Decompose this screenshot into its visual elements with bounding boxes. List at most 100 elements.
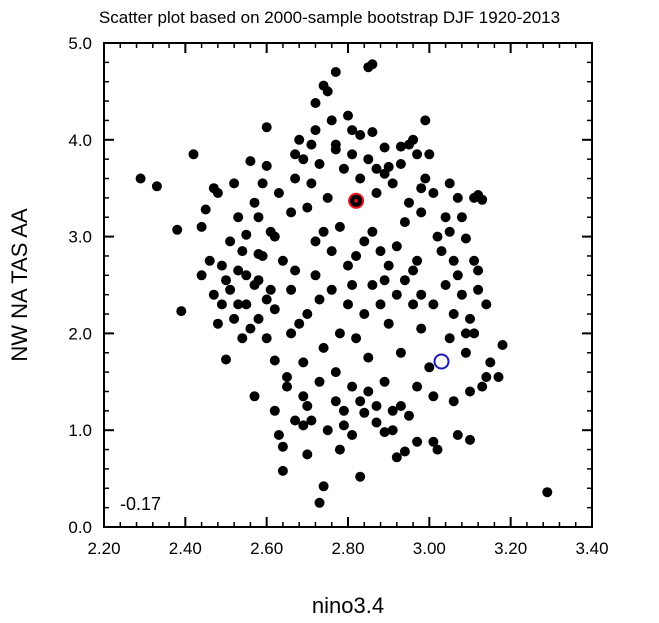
x-tick-label: 3.40 xyxy=(575,539,608,558)
scatter-point xyxy=(444,333,455,344)
scatter-point xyxy=(481,299,492,310)
scatter-point xyxy=(253,313,264,324)
scatter-point xyxy=(456,212,467,223)
scatter-point xyxy=(371,417,382,428)
y-tick-label: 3.0 xyxy=(68,228,92,247)
scatter-point xyxy=(343,299,353,310)
scatter-point xyxy=(395,159,406,169)
scatter-point xyxy=(473,284,484,295)
scatter-point xyxy=(420,115,431,126)
scatter-point xyxy=(481,372,492,382)
scatter-point xyxy=(216,299,227,310)
scatter-point xyxy=(233,265,244,276)
scatter-point xyxy=(428,299,439,310)
scatter-point xyxy=(212,188,223,198)
scatter-point xyxy=(314,497,325,508)
scatter-point xyxy=(465,386,475,397)
x-tick-label: 2.80 xyxy=(331,539,364,558)
scatter-point xyxy=(294,318,305,329)
scatter-point xyxy=(245,156,256,167)
scatter-point xyxy=(322,86,333,97)
scatter-point xyxy=(469,328,480,339)
scatter-point xyxy=(399,217,410,228)
correlation-annotation: -0.17 xyxy=(120,494,161,514)
scatter-point xyxy=(269,304,280,315)
scatter-point xyxy=(412,381,423,392)
scatter-point xyxy=(412,436,423,447)
scatter-point xyxy=(379,142,390,153)
scatter-point xyxy=(460,347,471,358)
scatter-point xyxy=(322,425,333,436)
scatter-point xyxy=(371,401,382,411)
scatter-point xyxy=(314,159,325,169)
scatter-point xyxy=(241,229,252,240)
scatter-point xyxy=(314,376,325,387)
scatter-point xyxy=(412,149,423,160)
scatter-point xyxy=(347,381,358,392)
scatter-point xyxy=(412,255,423,266)
scatter-point xyxy=(383,260,394,271)
scatter-point xyxy=(302,449,313,460)
y-tick-label: 2.0 xyxy=(68,324,92,343)
scatter-point xyxy=(273,430,284,440)
scatter-point xyxy=(347,149,358,160)
scatter-point xyxy=(249,197,260,208)
scatter-point xyxy=(371,188,382,198)
scatter-point xyxy=(432,444,443,455)
scatter-point xyxy=(452,270,463,281)
scatter-point xyxy=(399,275,410,286)
scatter-point xyxy=(269,231,280,242)
scatter-point xyxy=(326,246,337,257)
x-tick-label: 3.00 xyxy=(413,539,446,558)
scatter-point xyxy=(261,160,272,171)
scatter-point xyxy=(448,309,459,319)
scatter-point xyxy=(172,224,183,235)
scatter-point xyxy=(298,154,309,165)
highlight-points-layer xyxy=(348,192,450,370)
scatter-point xyxy=(249,280,260,290)
scatter-point xyxy=(367,226,378,237)
scatter-point xyxy=(456,289,467,300)
scatter-point xyxy=(404,410,414,421)
scatter-point xyxy=(330,367,341,378)
scatter-point xyxy=(404,197,414,208)
scatter-point xyxy=(326,284,337,295)
scatter-point xyxy=(310,98,321,108)
scatter-point xyxy=(416,289,427,300)
x-axis-label: nino3.4 xyxy=(312,593,384,618)
scatter-point xyxy=(347,280,358,290)
scatter-point xyxy=(286,328,297,339)
scatter-point xyxy=(465,434,475,445)
scatter-point xyxy=(257,251,268,261)
scatter-point xyxy=(261,122,272,133)
scatter-point xyxy=(318,342,329,353)
scatter-point xyxy=(375,299,386,310)
scatter-point xyxy=(196,221,207,232)
scatter-point xyxy=(420,173,431,184)
scatter-point xyxy=(444,178,455,189)
scatter-point xyxy=(363,386,374,397)
scatter-point xyxy=(225,236,236,247)
scatter-point xyxy=(294,134,305,145)
axis-ticks-layer: 2.20 2.40 2.60 2.80 3.00 3.20 3.40 0.0 1.0 2.0 3.0… xyxy=(68,34,608,558)
scatter-point xyxy=(318,481,329,492)
scatter-point xyxy=(310,236,321,247)
scatter-point xyxy=(343,110,353,121)
scatter-point xyxy=(302,309,313,319)
scatter-point xyxy=(363,154,374,165)
scatter-point xyxy=(440,212,451,223)
scatter-point xyxy=(322,192,333,203)
scatter-point xyxy=(233,299,244,310)
x-tick-label: 2.60 xyxy=(250,539,283,558)
scatter-point xyxy=(351,333,362,344)
scatter-point xyxy=(290,173,301,184)
scatter-point xyxy=(151,181,162,192)
scatter-point xyxy=(416,183,427,194)
scatter-point xyxy=(233,212,244,223)
scatter-point xyxy=(428,436,439,447)
scatter-point xyxy=(395,401,406,411)
scatter-point xyxy=(338,420,349,431)
scatter-point xyxy=(334,444,345,455)
scatter-point xyxy=(200,204,211,215)
